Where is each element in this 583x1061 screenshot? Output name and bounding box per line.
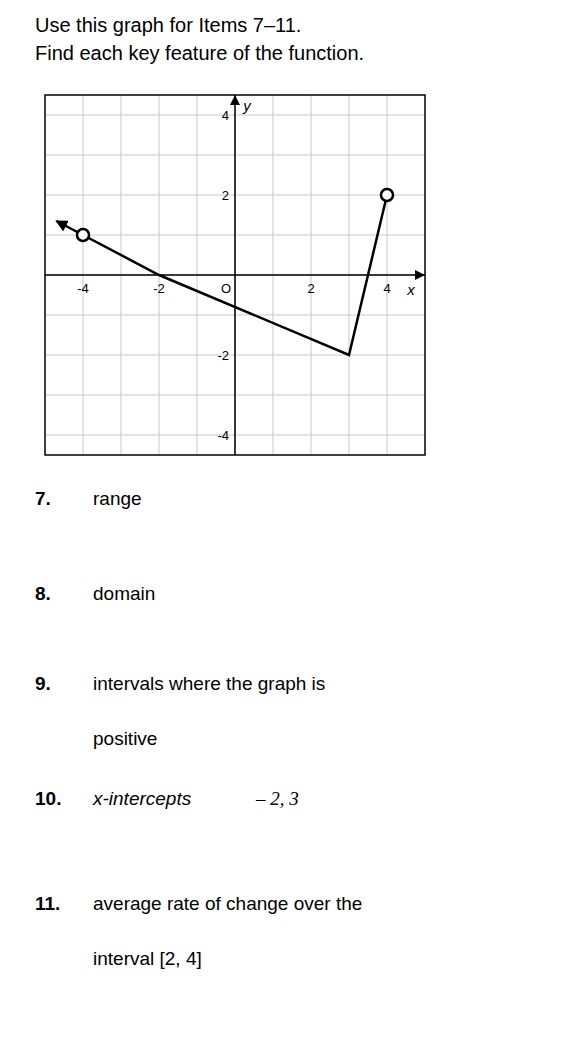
x-tick-label: 4: [383, 281, 390, 296]
item-text: intervals where the graph is: [93, 673, 325, 694]
chart: Use this graph for Items 7–11. Find each …: [0, 0, 583, 1061]
function-line: [83, 195, 387, 355]
item-number: 10.: [35, 788, 61, 809]
x-axis-label: x: [406, 281, 415, 298]
y-tick-label: 4: [222, 108, 229, 123]
y-tick-label: 2: [222, 188, 229, 203]
x-grid-line: [235, 95, 236, 455]
y-tick-label: -4: [217, 428, 229, 443]
plot-frame: [45, 95, 425, 455]
grid: [45, 95, 425, 455]
y-axis-line: [234, 95, 236, 455]
x-tick-label: -2: [153, 281, 165, 296]
y-axis-label: y: [242, 97, 252, 114]
item-text: interval [2, 4]: [93, 948, 202, 969]
item-number: 11.: [35, 893, 60, 914]
item-answer: – 2, 3: [255, 788, 299, 809]
data-layer: [56, 189, 393, 355]
title: Use this graph for Items 7–11.: [35, 14, 301, 36]
x-tick-label: O: [221, 281, 231, 296]
plot-background: [45, 95, 425, 455]
subtitle: Find each key feature of the function.: [35, 42, 364, 64]
x-tick-label: 2: [307, 281, 314, 296]
open-circle: [381, 189, 393, 201]
item-number: 9.: [35, 673, 51, 694]
open-circle: [77, 229, 89, 241]
item-text: average rate of change over the: [93, 893, 362, 914]
item-text: domain: [93, 583, 155, 604]
item-text: range: [93, 488, 142, 509]
x-tick-label: -4: [77, 281, 89, 296]
item-text: x-intercepts: [92, 788, 192, 809]
item-number: 8.: [35, 583, 51, 604]
item-number: 7.: [35, 488, 51, 509]
item-text: positive: [93, 728, 157, 749]
y-tick-label: -2: [217, 348, 229, 363]
